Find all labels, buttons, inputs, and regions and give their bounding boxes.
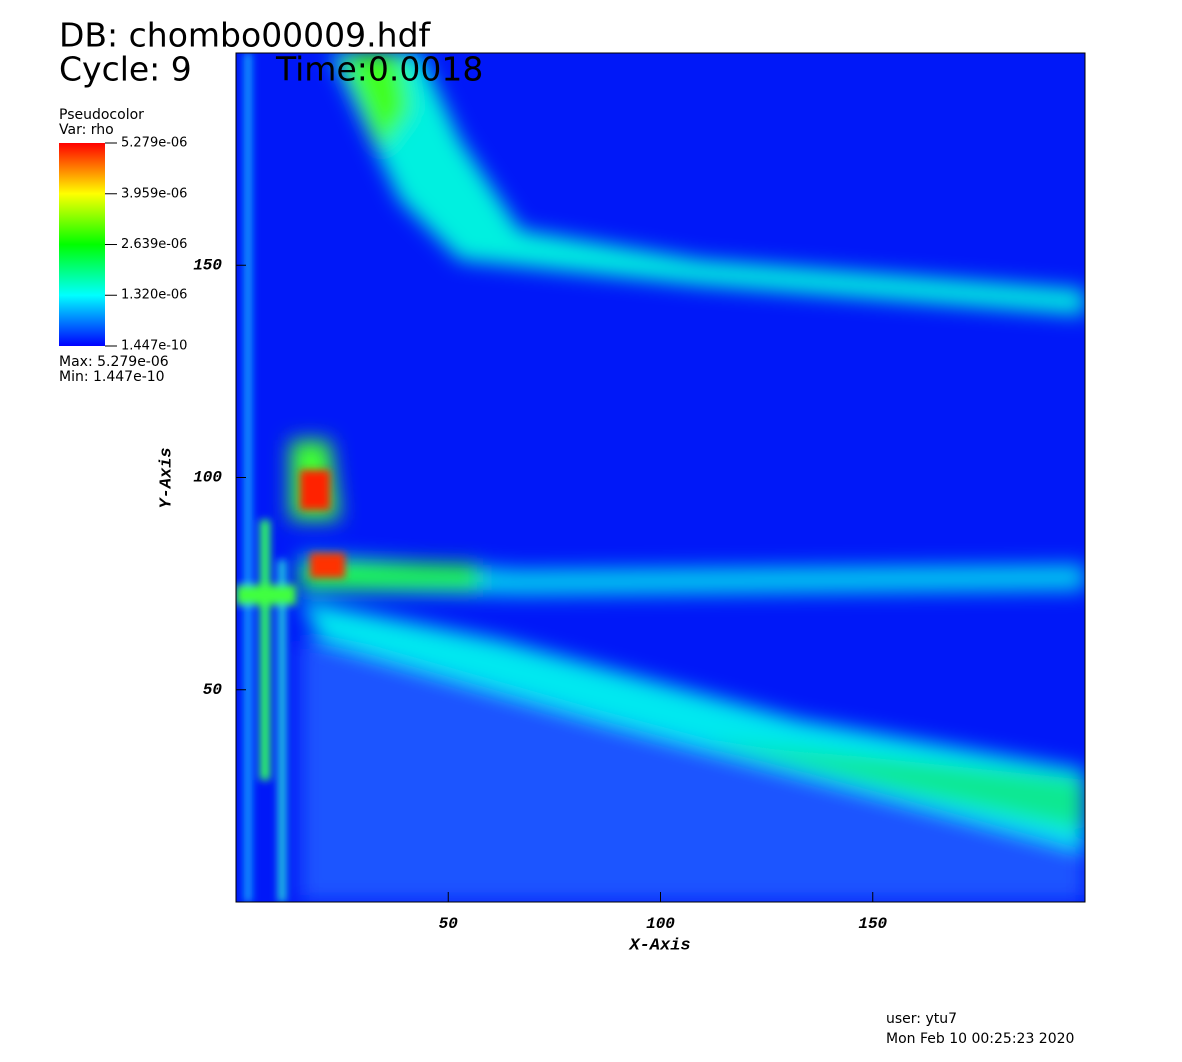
colorbar-tick-label: 2.639e-06 xyxy=(121,237,187,252)
pseudocolor-field xyxy=(236,53,1085,902)
x-tick-label: 100 xyxy=(646,915,675,933)
legend-min: Min: 1.447e-10 xyxy=(59,369,165,385)
db-title: DB: chombo00009.hdf xyxy=(59,16,432,55)
colorbar-tick-label: 3.959e-06 xyxy=(121,186,187,201)
colorbar-tick-label: 1.447e-10 xyxy=(121,339,187,354)
y-axis-label: Y-Axis xyxy=(157,447,176,508)
colorbar-tick-label: 1.320e-06 xyxy=(121,288,187,303)
legend-max: Max: 5.279e-06 xyxy=(59,354,169,370)
colorbar xyxy=(59,143,105,346)
x-tick-label: 50 xyxy=(439,915,459,933)
x-tick-label: 150 xyxy=(858,915,887,933)
user: user: ytu7 xyxy=(886,1011,957,1027)
date: Mon Feb 10 00:25:23 2020 xyxy=(886,1031,1074,1047)
y-tick-label: 150 xyxy=(193,256,222,274)
y-tick-label: 100 xyxy=(193,469,222,487)
y-tick-label: 50 xyxy=(203,681,223,699)
legend-plot: Pseudocolor xyxy=(59,107,144,123)
time: Time:0.0018 xyxy=(275,50,483,89)
legend-var: Var: rho xyxy=(59,122,114,138)
colorbar-tick-label: 5.279e-06 xyxy=(121,136,187,151)
cycle: Cycle: 9 xyxy=(59,50,192,89)
x-axis-label: X-Axis xyxy=(628,936,690,955)
